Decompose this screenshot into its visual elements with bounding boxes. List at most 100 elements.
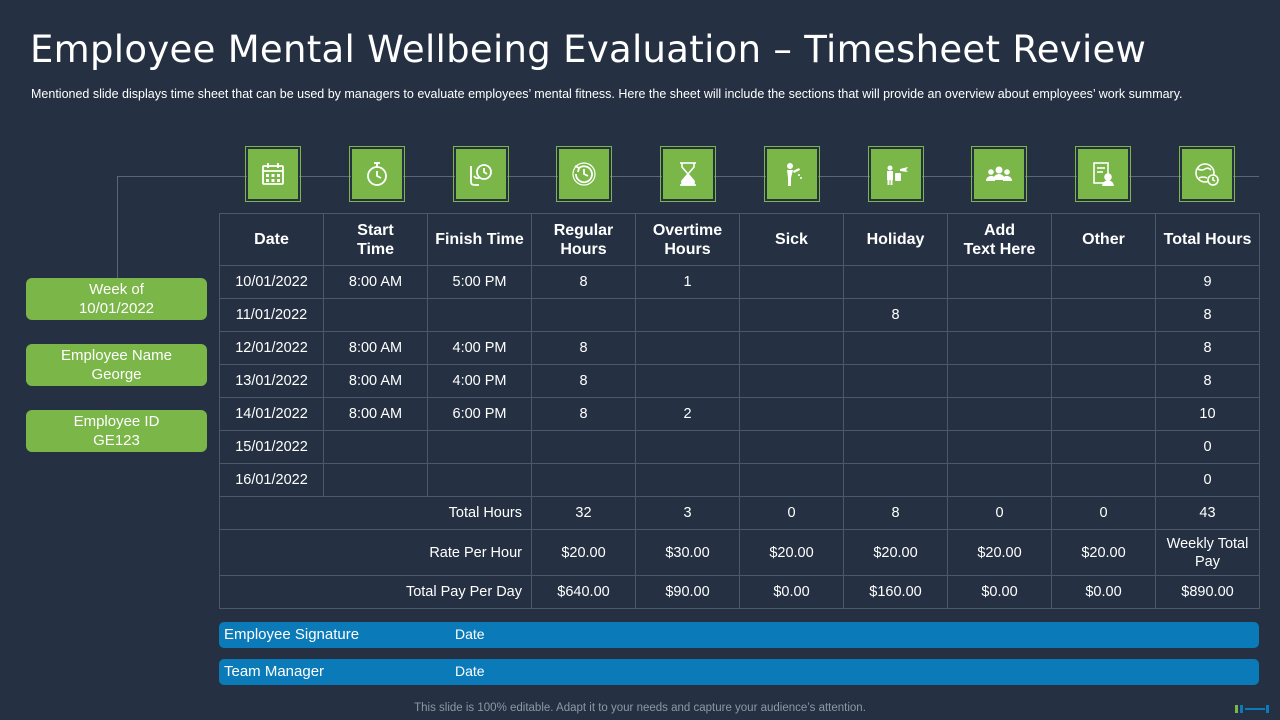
- cell-other: $0.00: [1051, 575, 1156, 609]
- employee-id-label: Employee ID: [73, 413, 160, 430]
- cell-add: $0.00: [947, 575, 1052, 609]
- cell-date: 11/01/2022: [219, 298, 324, 332]
- cell-finish: 6:00 PM: [427, 397, 532, 431]
- sick-person-icon: [764, 146, 820, 202]
- timesheet-table: Date Start Time Finish Time Regular Hours …: [219, 213, 1260, 609]
- cell-regular: 8: [531, 265, 636, 299]
- cell-start: 8:00 AM: [323, 331, 428, 365]
- cell-overtime: 3: [635, 496, 740, 530]
- cell-regular: 32: [531, 496, 636, 530]
- cell-regular: [531, 430, 636, 464]
- cell-total: 43: [1155, 496, 1260, 530]
- cell-overtime: $30.00: [635, 529, 740, 576]
- team-icon: [971, 146, 1027, 202]
- cell-holiday: [843, 265, 948, 299]
- table-row: 15/01/2022 0: [219, 430, 1260, 464]
- cell-total: 9: [1155, 265, 1260, 299]
- weekly-total-pay-label: Weekly Total Pay: [1155, 529, 1260, 576]
- cell-finish: [427, 298, 532, 332]
- calendar-icon: [245, 146, 301, 202]
- cell-overtime: $90.00: [635, 575, 740, 609]
- team-manager-bar[interactable]: Team Manager Date: [219, 659, 1259, 685]
- employee-name-value: George: [91, 366, 142, 383]
- week-value: 10/01/2022: [78, 300, 155, 317]
- cell-other: [1051, 298, 1156, 332]
- cell-total: $890.00: [1155, 575, 1260, 609]
- cell-sick: 0: [739, 496, 844, 530]
- col-header-other: Other: [1051, 213, 1156, 266]
- cell-regular: $640.00: [531, 575, 636, 609]
- cell-total: 0: [1155, 463, 1260, 497]
- cell-add: [947, 298, 1052, 332]
- cell-date: 10/01/2022: [219, 265, 324, 299]
- cell-regular: 8: [531, 331, 636, 365]
- brand-logo-icon: [1235, 705, 1269, 713]
- cell-start: [323, 430, 428, 464]
- cell-sick: [739, 430, 844, 464]
- col-header-finish-time: Finish Time: [427, 213, 532, 266]
- cell-regular: [531, 463, 636, 497]
- cell-overtime: 1: [635, 265, 740, 299]
- cell-add: [947, 265, 1052, 299]
- cell-start: 8:00 AM: [323, 364, 428, 398]
- cell-other: [1051, 265, 1156, 299]
- cell-holiday: [843, 331, 948, 365]
- cell-holiday: 8: [843, 298, 948, 332]
- employee-signature-date: Date: [455, 626, 485, 642]
- employee-name-label: Employee Name: [61, 347, 172, 364]
- cell-overtime: [635, 430, 740, 464]
- cell-date: 13/01/2022: [219, 364, 324, 398]
- cell-other: [1051, 430, 1156, 464]
- cell-start: [323, 298, 428, 332]
- cell-regular: 8: [531, 397, 636, 431]
- stopwatch-icon: [349, 146, 405, 202]
- rate-per-hour-row: Rate Per Hour $20.00 $30.00 $20.00 $20.0…: [219, 529, 1260, 576]
- cell-total: 8: [1155, 298, 1260, 332]
- table-row: 12/01/2022 8:00 AM 4:00 PM 8 8: [219, 331, 1260, 365]
- cell-holiday: [843, 463, 948, 497]
- cell-finish: 4:00 PM: [427, 331, 532, 365]
- col-header-start-time: Start Time: [323, 213, 428, 266]
- hourglass-icon: [660, 146, 716, 202]
- cell-start: [323, 463, 428, 497]
- week-badge: Week of 10/01/2022: [26, 278, 207, 320]
- cell-finish: 5:00 PM: [427, 265, 532, 299]
- employee-signature-label: Employee Signature: [224, 626, 360, 643]
- cell-finish: [427, 463, 532, 497]
- col-header-sick: Sick: [739, 213, 844, 266]
- total-pay-label: Total Pay Per Day: [219, 575, 532, 609]
- cell-other: [1051, 331, 1156, 365]
- cell-finish: [427, 430, 532, 464]
- cell-sick: [739, 397, 844, 431]
- cell-total: 10: [1155, 397, 1260, 431]
- cell-holiday: $160.00: [843, 575, 948, 609]
- cell-holiday: 8: [843, 496, 948, 530]
- col-header-total-hours: Total Hours: [1155, 213, 1260, 266]
- cell-add: [947, 463, 1052, 497]
- page-title: Employee Mental Wellbeing Evaluation – T…: [30, 28, 1147, 71]
- cell-add: [947, 430, 1052, 464]
- cell-sick: $20.00: [739, 529, 844, 576]
- cell-overtime: [635, 331, 740, 365]
- total-hours-label: Total Hours: [219, 496, 532, 530]
- cell-holiday: [843, 397, 948, 431]
- cell-date: 16/01/2022: [219, 463, 324, 497]
- cell-add: $20.00: [947, 529, 1052, 576]
- cell-regular: [531, 298, 636, 332]
- col-header-add-text: Add Text Here: [947, 213, 1052, 266]
- cell-total: 8: [1155, 331, 1260, 365]
- page-subtitle: Mentioned slide displays time sheet that…: [31, 87, 1183, 101]
- table-row: 11/01/2022 8 8: [219, 298, 1260, 332]
- cell-regular: 8: [531, 364, 636, 398]
- cell-date: 12/01/2022: [219, 331, 324, 365]
- employee-signature-bar[interactable]: Employee Signature Date: [219, 622, 1259, 648]
- col-header-holiday: Holiday: [843, 213, 948, 266]
- cell-add: [947, 397, 1052, 431]
- cell-holiday: $20.00: [843, 529, 948, 576]
- employee-id-badge: Employee ID GE123: [26, 410, 207, 452]
- table-row: 14/01/2022 8:00 AM 6:00 PM 8 2 10: [219, 397, 1260, 431]
- col-header-overtime-hours: Overtime Hours: [635, 213, 740, 266]
- cell-other: 0: [1051, 496, 1156, 530]
- vacation-icon: [868, 146, 924, 202]
- team-manager-label: Team Manager: [224, 663, 325, 680]
